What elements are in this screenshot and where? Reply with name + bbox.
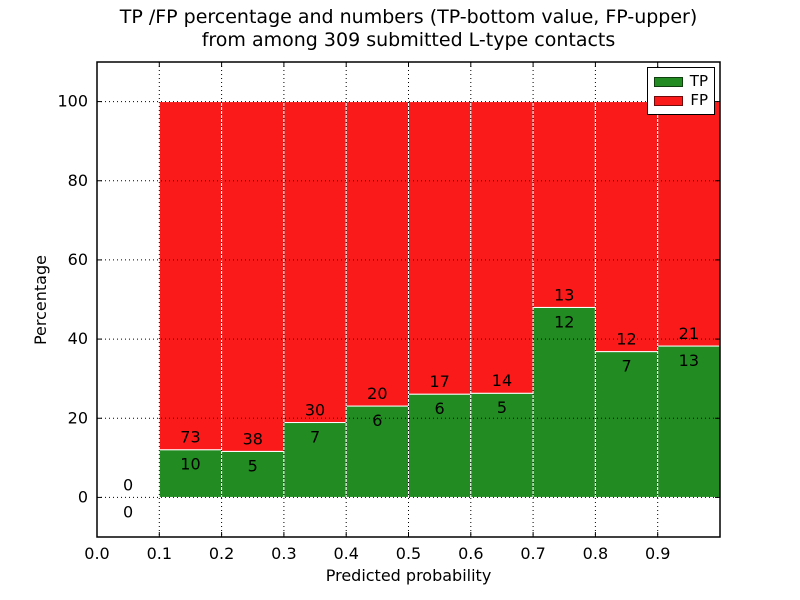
x-tick-label-0.4: 0.4 xyxy=(333,544,358,563)
x-axis-label: Predicted probability xyxy=(325,566,492,585)
x-tick-label-0.3: 0.3 xyxy=(271,544,296,563)
fp-count-label-0: 0 xyxy=(123,475,133,494)
y-tick-label-80: 80 xyxy=(68,171,88,190)
tp-count-label-2: 5 xyxy=(248,456,258,475)
tp-color-swatch xyxy=(654,76,683,87)
legend-label-fp: FP xyxy=(690,91,708,109)
fp-count-label-1: 73 xyxy=(180,428,200,447)
legend-item-fp: FP xyxy=(654,93,708,108)
tp-count-label-8: 7 xyxy=(621,357,631,376)
bar-fp-segment-6 xyxy=(470,101,534,394)
bar-fp-segment-4 xyxy=(345,101,410,407)
bar-fp-segment-9 xyxy=(657,101,721,347)
fp-count-label-7: 13 xyxy=(554,285,574,304)
x-tick-label-0.5: 0.5 xyxy=(396,544,421,563)
y-axis-label: Percentage xyxy=(31,255,50,346)
fp-count-label-5: 17 xyxy=(429,372,449,391)
bar-tp-segment-9 xyxy=(657,345,721,498)
bar-fp-segment-7 xyxy=(532,101,596,308)
legend-item-tp: TP xyxy=(654,74,708,89)
chart-title-line1: TP /FP percentage and numbers (TP-bottom… xyxy=(119,6,698,28)
bar-tp-segment-5 xyxy=(408,393,472,498)
tp-count-label-5: 6 xyxy=(435,399,445,418)
fp-count-label-3: 30 xyxy=(305,401,325,420)
fp-count-label-8: 12 xyxy=(616,330,636,349)
x-tick-label-0.7: 0.7 xyxy=(520,544,545,563)
tp-count-label-7: 12 xyxy=(554,312,574,331)
bar-fp-segment-5 xyxy=(408,101,472,395)
y-tick-label-40: 40 xyxy=(68,329,88,348)
bar-tp-segment-1 xyxy=(158,449,223,498)
bar-tp-segment-8 xyxy=(594,351,659,498)
legend: TP FP xyxy=(647,67,715,115)
bar-fp-segment-3 xyxy=(283,101,347,424)
y-tick-label-0: 0 xyxy=(78,487,88,506)
x-tick-label-0.2: 0.2 xyxy=(209,544,234,563)
x-tick-label-0.6: 0.6 xyxy=(458,544,483,563)
bar-tp-segment-7 xyxy=(532,306,596,498)
tp-count-label-0: 0 xyxy=(123,502,133,521)
y-tick-label-60: 60 xyxy=(68,250,88,269)
fp-count-label-6: 14 xyxy=(492,371,512,390)
fp-count-label-2: 38 xyxy=(243,429,263,448)
chart-title: TP /FP percentage and numbers (TP-bottom… xyxy=(97,6,720,52)
bar-tp-segment-2 xyxy=(221,450,285,498)
fp-count-label-4: 20 xyxy=(367,384,387,403)
y-tick-label-100: 100 xyxy=(57,92,88,111)
fp-color-swatch xyxy=(654,95,684,106)
bar-fp-segment-1 xyxy=(158,101,223,451)
fp-count-label-9: 21 xyxy=(679,324,699,343)
tp-count-label-1: 10 xyxy=(180,455,200,474)
x-tick-label-0.8: 0.8 xyxy=(583,544,608,563)
tp-count-label-3: 7 xyxy=(310,428,320,447)
tp-count-label-9: 13 xyxy=(679,351,699,370)
bar-fp-segment-8 xyxy=(594,101,659,353)
y-tick-label-20: 20 xyxy=(68,408,88,427)
tp-count-label-6: 5 xyxy=(497,398,507,417)
x-tick-label-0.9: 0.9 xyxy=(645,544,670,563)
x-tick-label-0.1: 0.1 xyxy=(147,544,172,563)
bar-fp-segment-2 xyxy=(221,101,285,452)
chart-title-line2: from among 309 submitted L-type contacts xyxy=(201,29,616,51)
x-tick-label-0.0: 0.0 xyxy=(84,544,109,563)
tp-count-label-4: 6 xyxy=(372,411,382,430)
legend-label-tp: TP xyxy=(689,72,708,90)
